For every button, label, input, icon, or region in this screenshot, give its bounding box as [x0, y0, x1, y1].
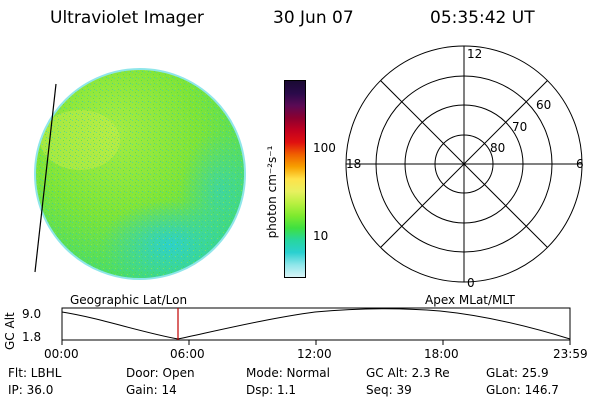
timeline-xtick-2359: 23:59 — [553, 347, 588, 361]
door-readout: Door: Open — [126, 366, 195, 380]
timeline-left-label: Geographic Lat/Lon — [70, 293, 188, 307]
color-scale-bar — [284, 80, 306, 278]
ip-readout: IP: 36.0 — [8, 383, 54, 397]
timeline-ytick-high: 9.0 — [22, 307, 42, 321]
image-date: 30 Jun 07 — [273, 8, 354, 28]
colorbar-tick-100: 100 — [313, 141, 336, 155]
lat-label-60: 60 — [536, 98, 552, 112]
glat-readout: GLat: 25.9 — [486, 366, 549, 380]
timeline-xtick-0600: 06:00 — [170, 347, 205, 361]
mlt-label-12: 12 — [467, 47, 483, 61]
filter-readout: Flt: LBHL — [8, 366, 62, 380]
mlt-label-0: 0 — [467, 276, 475, 290]
timeline-xtick-1800: 18:00 — [424, 347, 459, 361]
gain-readout: Gain: 14 — [126, 383, 177, 397]
timeline-xtick-1200: 12:00 — [297, 347, 332, 361]
mlt-label-6: 6 — [576, 157, 584, 171]
timeline-right-label: Apex MLat/MLT — [425, 293, 515, 307]
timeline-xtick-0000: 00:00 — [44, 347, 79, 361]
timeline-ytick-low: 1.8 — [22, 330, 42, 344]
lat-label-80: 80 — [490, 141, 506, 155]
colorbar-tick-10: 10 — [313, 229, 329, 243]
image-time: 05:35:42 UT — [430, 8, 535, 28]
mode-readout: Mode: Normal — [246, 366, 330, 380]
gc-alt-readout: GC Alt: 2.3 Re — [366, 366, 450, 380]
dsp-readout: Dsp: 1.1 — [246, 383, 297, 397]
seq-readout: Seq: 39 — [366, 383, 412, 397]
instrument-title: Ultraviolet Imager — [50, 8, 204, 28]
mlt-label-18: 18 — [346, 157, 362, 171]
glon-readout: GLon: 146.7 — [486, 383, 559, 397]
lat-label-70: 70 — [512, 120, 528, 134]
